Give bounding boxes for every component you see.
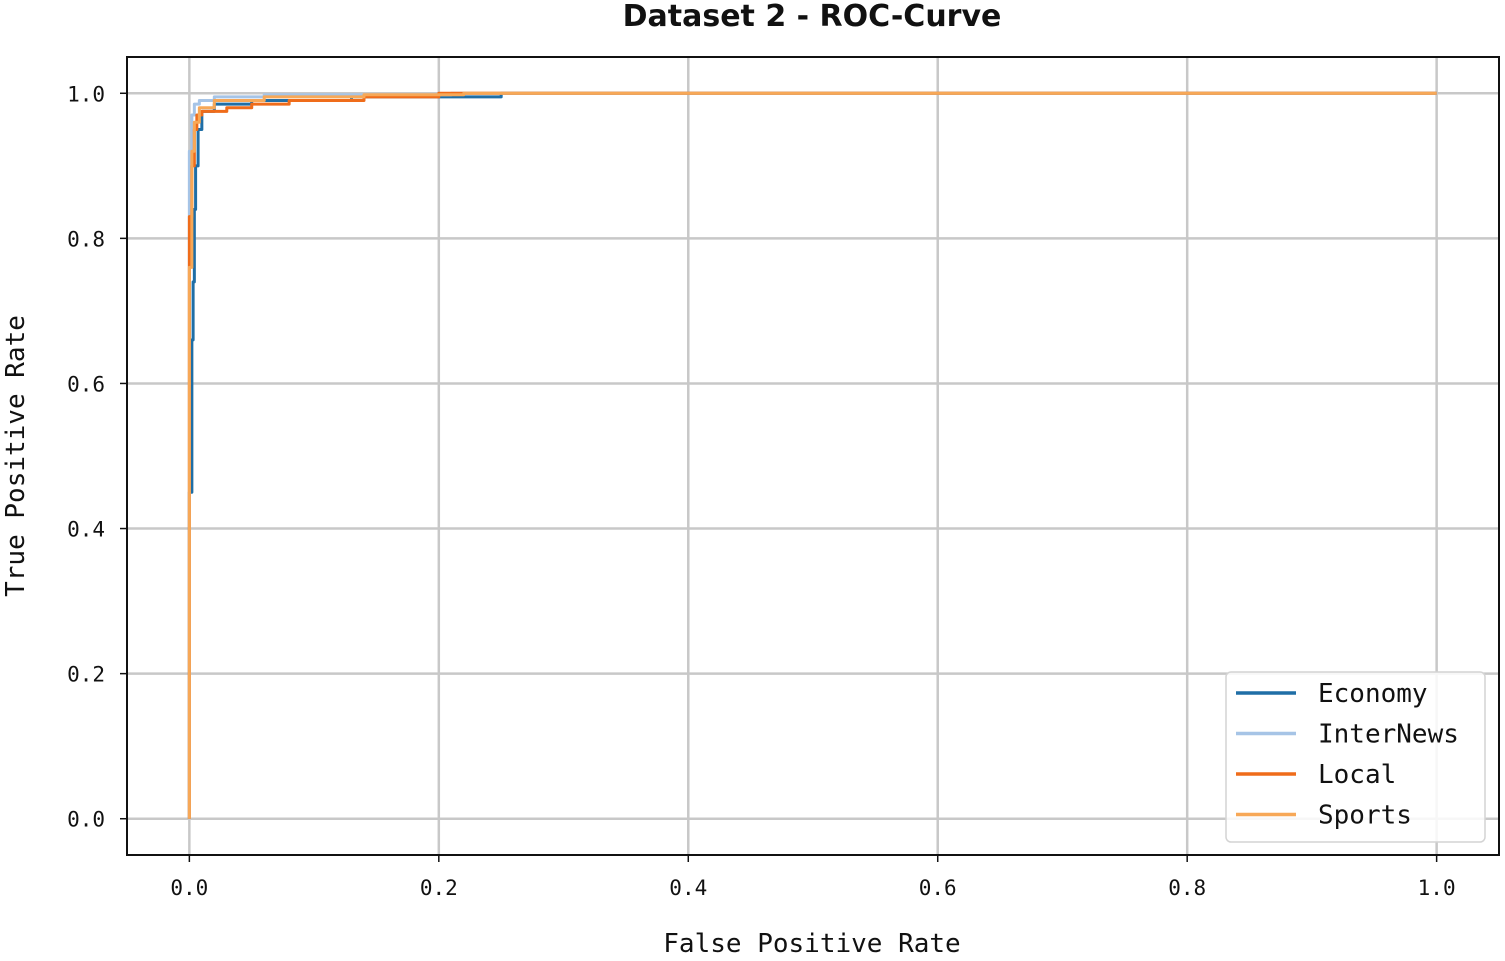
y-axis-label: True Positive Rate <box>1 315 31 597</box>
legend-items: Economy InterNews Local Sports <box>1236 679 1459 831</box>
tick-layer: 0.0 0.2 0.4 0.6 0.8 1.0 0.0 0.2 0.4 0.6 0.8 1.0 <box>67 82 1456 900</box>
legend-label: Local <box>1318 760 1396 790</box>
y-tick-label: 0.4 <box>67 518 105 542</box>
x-axis-label: False Positive Rate <box>663 929 960 956</box>
legend: Economy InterNews Local Sports <box>1225 671 1486 843</box>
y-tick-label: 0.2 <box>67 663 105 687</box>
x-tick-label: 0.4 <box>669 876 707 900</box>
x-tick-label: 0.2 <box>420 876 458 900</box>
y-tick-label: 1.0 <box>67 82 105 106</box>
legend-box <box>1225 671 1486 843</box>
series-line-sports <box>187 91 1437 819</box>
y-tick-label: 0.6 <box>67 372 105 396</box>
x-tick-label: 0.6 <box>919 876 957 900</box>
plot-frame <box>126 56 1500 856</box>
series-layer <box>187 91 1437 819</box>
y-tick-label: 0.0 <box>67 808 105 832</box>
x-tick-label: 1.0 <box>1418 876 1456 900</box>
legend-label: Economy <box>1318 679 1428 709</box>
legend-label: InterNews <box>1318 720 1459 750</box>
x-tick-label: 0.0 <box>170 876 208 900</box>
chart-title: Dataset 2 - ROC-Curve <box>623 0 1002 34</box>
legend-label: Sports <box>1318 801 1412 831</box>
y-tick-label: 0.8 <box>67 227 105 251</box>
x-tick-label: 0.8 <box>1168 876 1206 900</box>
